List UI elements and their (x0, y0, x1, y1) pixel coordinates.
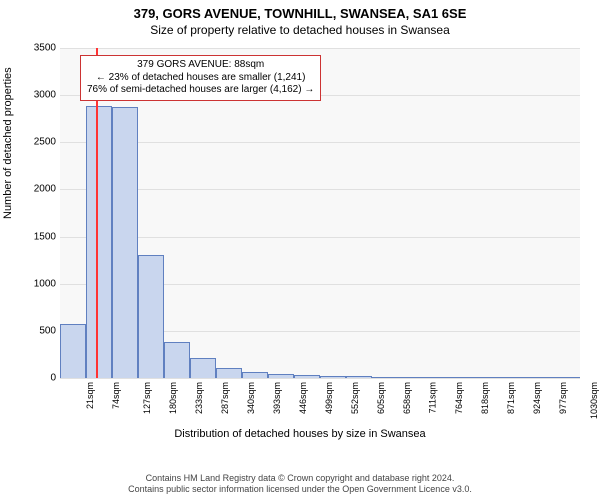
chart-container: 379, GORS AVENUE, TOWNHILL, SWANSEA, SA1… (0, 0, 600, 500)
gridline (60, 142, 580, 143)
histogram-bar (554, 377, 580, 378)
histogram-bar (320, 376, 346, 378)
histogram-bar (138, 255, 164, 378)
gridline (60, 378, 580, 379)
y-tick-label: 3500 (16, 43, 56, 54)
x-tick-label: 711sqm (427, 382, 437, 413)
x-tick-label: 180sqm (168, 382, 178, 414)
histogram-bar (268, 374, 294, 378)
footer-line1: Contains HM Land Registry data © Crown c… (0, 473, 600, 485)
x-tick-label: 977sqm (558, 382, 568, 414)
x-tick-label: 499sqm (324, 382, 334, 414)
histogram-bar (424, 377, 450, 378)
histogram-bar (476, 377, 502, 378)
x-tick-label: 287sqm (220, 382, 230, 414)
y-tick-label: 500 (16, 325, 56, 336)
annotation-line1: 379 GORS AVENUE: 88sqm (87, 59, 314, 72)
x-tick-label: 871sqm (506, 382, 516, 414)
y-tick-label: 0 (16, 373, 56, 384)
histogram-bar (294, 375, 320, 378)
gridline (60, 237, 580, 238)
x-tick-label: 340sqm (246, 382, 256, 414)
histogram-bar (112, 107, 138, 378)
histogram-bar (60, 324, 86, 378)
y-tick-label: 1000 (16, 278, 56, 289)
x-tick-label: 764sqm (454, 382, 464, 414)
x-tick-label: 924sqm (532, 382, 542, 414)
chart-title-line1: 379, GORS AVENUE, TOWNHILL, SWANSEA, SA1… (0, 0, 600, 21)
gridline (60, 48, 580, 49)
y-tick-label: 2000 (16, 184, 56, 195)
y-axis-label: Number of detached properties (2, 67, 14, 219)
footer: Contains HM Land Registry data © Crown c… (0, 473, 600, 496)
x-tick-label: 21sqm (85, 382, 95, 409)
x-tick-label: 1030sqm (589, 382, 599, 419)
y-tick-label: 2500 (16, 137, 56, 148)
x-tick-label: 818sqm (480, 382, 490, 414)
annotation-line3: 76% of semi-detached houses are larger (… (87, 84, 314, 97)
x-tick-label: 552sqm (350, 382, 360, 414)
histogram-bar (190, 358, 216, 378)
annotation-box: 379 GORS AVENUE: 88sqm ← 23% of detached… (80, 55, 321, 101)
y-tick-label: 3000 (16, 90, 56, 101)
histogram-bar (450, 377, 476, 378)
x-tick-label: 393sqm (272, 382, 282, 414)
histogram-bar (164, 342, 190, 378)
histogram-bar (86, 106, 112, 378)
histogram-bar (242, 372, 268, 378)
x-axis-label: Distribution of detached houses by size … (0, 428, 600, 440)
gridline (60, 189, 580, 190)
histogram-bar (398, 377, 424, 378)
histogram-bar (502, 377, 528, 378)
histogram-bar (216, 368, 242, 378)
x-tick-label: 233sqm (194, 382, 204, 414)
annotation-line2: ← 23% of detached houses are smaller (1,… (87, 72, 314, 85)
x-tick-label: 446sqm (298, 382, 308, 414)
histogram-bar (346, 376, 372, 378)
x-tick-label: 605sqm (376, 382, 386, 414)
footer-line2: Contains public sector information licen… (0, 484, 600, 496)
histogram-bar (528, 377, 554, 378)
x-tick-label: 658sqm (402, 382, 412, 414)
x-tick-label: 127sqm (142, 382, 152, 414)
chart-title-line2: Size of property relative to detached ho… (0, 21, 600, 37)
x-tick-label: 74sqm (111, 382, 121, 409)
histogram-bar (372, 377, 398, 378)
y-tick-label: 1500 (16, 231, 56, 242)
